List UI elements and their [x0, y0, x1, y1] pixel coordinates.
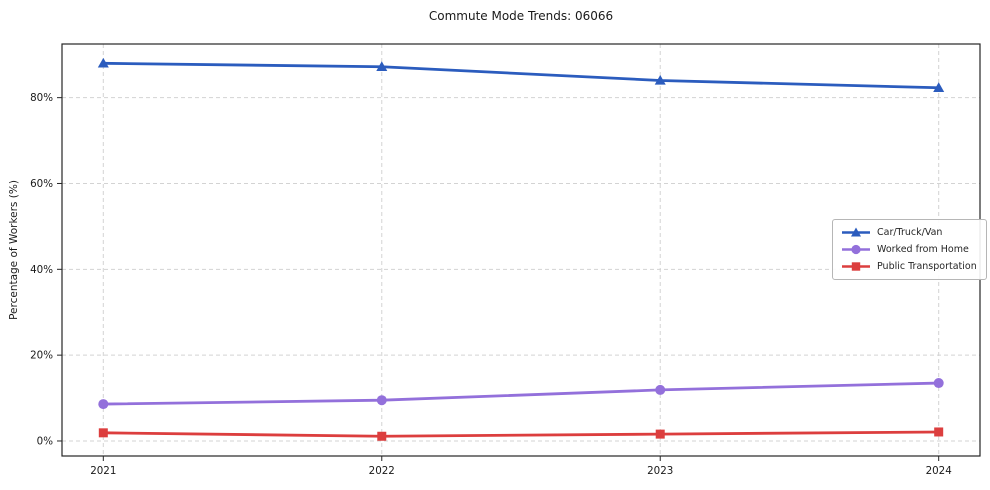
- chart-title: Commute Mode Trends: 06066: [428, 9, 614, 23]
- legend-item-public-transportation: Public Transportation: [841, 260, 977, 273]
- series-marker-public-transportation: [377, 431, 387, 441]
- series-marker-car-truck-van: [654, 74, 666, 85]
- series-marker-worked-from-home: [655, 384, 666, 395]
- series-marker-worked-from-home: [933, 378, 944, 389]
- square-marker-icon: [842, 262, 870, 271]
- x-tick-label: 2022: [369, 465, 395, 477]
- series-line-car-truck-van: [101, 61, 941, 90]
- legend-item-worked-from-home: Worked from Home: [841, 243, 977, 256]
- series-marker-public-transportation: [934, 427, 944, 437]
- x-tick-label: 2024: [926, 465, 952, 477]
- y-tick-label: 40%: [30, 264, 53, 276]
- triangle-marker-icon: [842, 227, 870, 237]
- legend-item-label: Worked from Home: [877, 244, 969, 255]
- series-marker-worked-from-home: [376, 395, 387, 406]
- x-tick-label: 2023: [647, 465, 673, 477]
- legend-item-car-truck-van: Car/Truck/Van: [841, 226, 977, 239]
- series-marker-worked-from-home: [98, 399, 109, 410]
- series-marker-public-transportation: [655, 429, 665, 439]
- series-marker-car-truck-van: [933, 82, 945, 92]
- legend-item-label: Public Transportation: [877, 261, 977, 272]
- legend: Car/Truck/Van Worked from Home Public Tran…: [832, 219, 987, 280]
- y-tick-label: 20%: [30, 350, 53, 362]
- legend-item-label: Car/Truck/Van: [877, 227, 943, 238]
- y-tick-label: 0%: [37, 435, 54, 447]
- series-line-worked-from-home: [101, 381, 941, 406]
- series-marker-car-truck-van: [376, 61, 388, 71]
- series-marker-public-transportation: [98, 428, 108, 438]
- y-tick-label: 80%: [30, 92, 53, 104]
- series-marker-car-truck-van: [97, 57, 109, 68]
- series-line-public-transportation: [101, 430, 941, 438]
- x-tick-label: 2021: [90, 465, 116, 477]
- y-tick-label: 60%: [30, 178, 53, 190]
- circle-marker-icon: [842, 244, 870, 255]
